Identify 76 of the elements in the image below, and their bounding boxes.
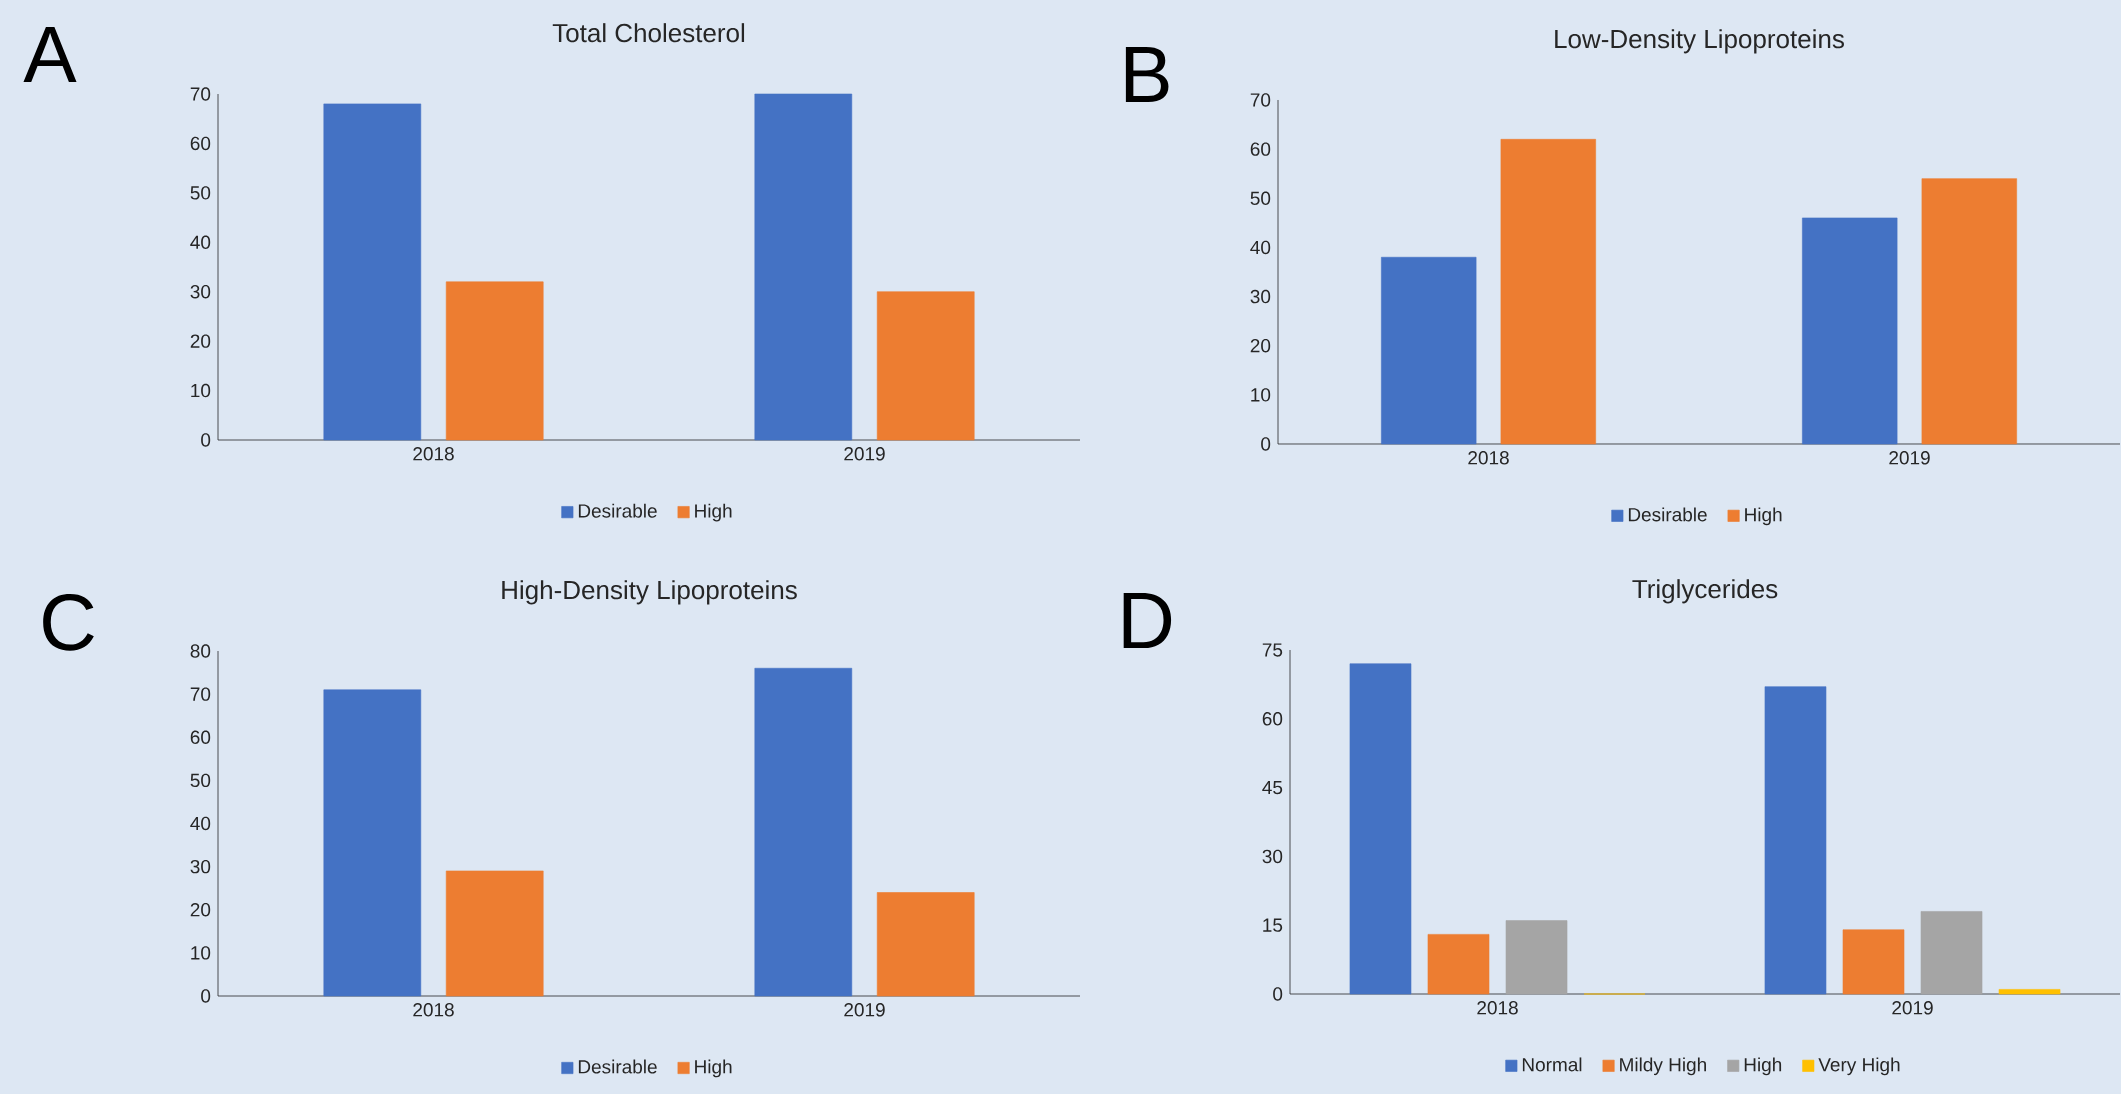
bar (1427, 934, 1490, 995)
y-tick-label: 70 (1250, 93, 1271, 107)
legend-label: High (695, 1059, 732, 1078)
text: B (1125, 47, 1169, 103)
bar (754, 93, 853, 441)
y-tick-label: 10 (191, 383, 211, 398)
y-tick-label: 50 (1250, 191, 1271, 206)
legend-label: High (1745, 507, 1782, 526)
legend-label: Normal (1522, 1057, 1582, 1072)
bar (1505, 920, 1568, 995)
y-tick-label: 20 (1250, 338, 1271, 353)
bar (323, 103, 422, 441)
y-tick-label: 60 (1250, 142, 1271, 156)
y-tick-label: 60 (190, 136, 211, 151)
y-tick-label: 0 (201, 989, 211, 1003)
legend-label: Mildy High (1620, 1057, 1706, 1076)
text: C (43, 594, 94, 651)
x-tick-label: 2019 (844, 1003, 885, 1017)
y-tick-label: 30 (1250, 289, 1271, 304)
y-tick-label: 30 (190, 284, 211, 299)
bar (1349, 663, 1412, 995)
x-tick-label: 2018 (413, 1003, 454, 1017)
bar (1920, 911, 1983, 995)
x-tick-label: 2018 (1468, 451, 1509, 465)
bar (876, 291, 975, 441)
bar (1998, 989, 2061, 995)
bar (754, 667, 853, 997)
y-tick-label: 0 (201, 433, 211, 447)
chart-title: Triglycerides (1632, 579, 1778, 604)
legend-label: High (1744, 1057, 1782, 1076)
legend-label: Desirable (1628, 507, 1707, 522)
bar (1802, 217, 1898, 445)
y-tick-label: 15 (1263, 918, 1283, 932)
bar (876, 892, 975, 997)
legend-label: Very High (1818, 1057, 1900, 1076)
x-tick-label: 2018 (413, 447, 454, 461)
x-tick-label: 2019 (1889, 451, 1930, 465)
chart-title: High-Density Lipoproteins (502, 580, 797, 605)
bar (1921, 178, 2017, 445)
y-tick-label: 0 (1273, 987, 1283, 1001)
y-tick-label: 20 (190, 334, 211, 348)
y-tick-label: 45 (1262, 780, 1283, 795)
y-tick-label: 50 (190, 186, 211, 200)
bar (1381, 256, 1477, 445)
y-tick-label: 70 (190, 687, 211, 701)
y-tick-label: 10 (1251, 388, 1271, 402)
bar (1842, 929, 1905, 995)
y-tick-label: 50 (190, 773, 211, 788)
chart-title: Low-Density Lipoproteins (1555, 29, 1844, 54)
y-tick-label: 40 (190, 235, 211, 250)
y-tick-label: 60 (1262, 712, 1283, 726)
text: D (1123, 593, 1172, 649)
x-tick-label: 2018 (1477, 1001, 1518, 1015)
x-tick-label: 2019 (844, 447, 885, 461)
y-tick-label: 40 (190, 816, 211, 831)
y-tick-label: 40 (1250, 240, 1271, 255)
legend-label: Desirable (578, 503, 657, 518)
y-tick-label: 0 (1261, 437, 1271, 451)
y-tick-label: 30 (190, 859, 211, 874)
legend-label: Desirable (578, 1059, 657, 1074)
bar (445, 281, 544, 441)
legend-label: High (695, 503, 732, 522)
x-tick-label: 2019 (1892, 1001, 1933, 1015)
y-tick-label: 20 (190, 903, 211, 917)
bar (1500, 139, 1596, 445)
y-tick-label: 70 (190, 87, 211, 101)
bar (445, 870, 544, 997)
y-tick-label: 10 (191, 946, 211, 960)
chart-title: Total Cholesterol (552, 23, 745, 43)
y-tick-label: 30 (1262, 849, 1283, 864)
bar (1764, 686, 1827, 995)
y-tick-label: 60 (190, 730, 211, 744)
bar (323, 689, 422, 997)
y-tick-label: 80 (190, 644, 211, 658)
text: A (23, 27, 77, 83)
y-tick-label: 75 (1262, 643, 1283, 657)
